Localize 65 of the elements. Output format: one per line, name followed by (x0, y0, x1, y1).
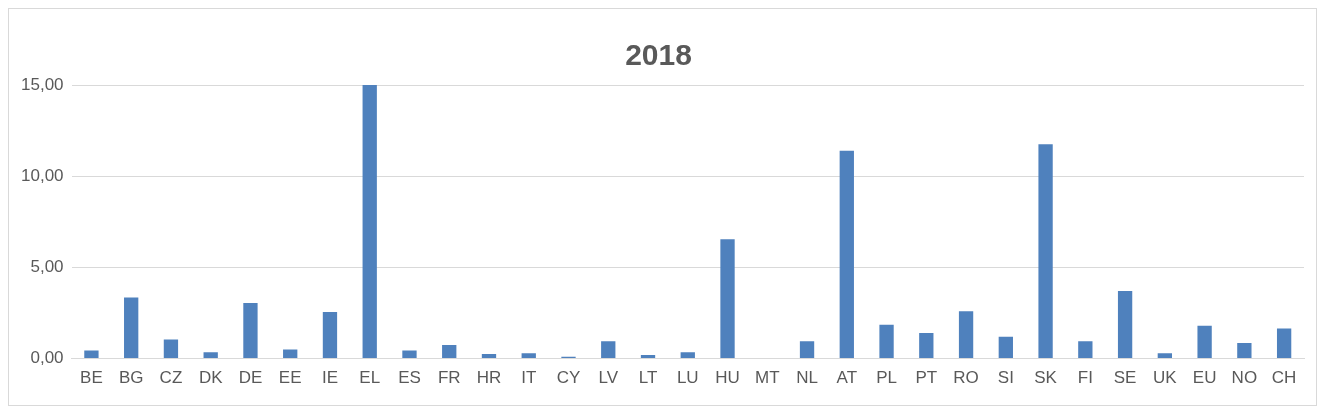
bar (720, 239, 735, 359)
x-tick-label: CH (1271, 368, 1297, 388)
bar (481, 354, 497, 359)
x-tick-label: EE (278, 368, 302, 388)
x-tick-label: HR (476, 368, 502, 388)
bar (243, 302, 258, 359)
bar (839, 150, 854, 359)
bar (1237, 343, 1252, 359)
bar (601, 341, 616, 359)
x-tick-label: IT (521, 368, 537, 388)
x-tick-label: EL (359, 368, 381, 388)
bar (402, 350, 417, 359)
bar (680, 352, 695, 359)
bar (958, 311, 974, 359)
bar (521, 353, 536, 359)
x-tick-label: UK (1153, 368, 1178, 388)
y-tick-label: 15,00 (20, 74, 64, 94)
bar (799, 341, 815, 359)
x-tick-label: IE (321, 368, 338, 388)
x-tick-label: FI (1077, 368, 1093, 388)
y-tick-label: 5,00 (30, 257, 64, 277)
x-tick-label: FR (437, 368, 461, 388)
x-tick-label: PL (876, 368, 897, 388)
x-tick-label: LT (638, 368, 658, 388)
x-tick-label: PT (915, 368, 938, 388)
x-tick-label: CZ (159, 368, 183, 388)
y-tick-label: 10,00 (20, 165, 64, 185)
y-tick-label: 0,00 (30, 348, 64, 368)
x-tick-label: BG (118, 368, 144, 388)
bar (879, 324, 894, 359)
x-tick-label: SE (1113, 368, 1137, 388)
x-tick-label: SI (997, 368, 1014, 388)
bar (362, 85, 377, 359)
bar (1117, 291, 1133, 359)
x-tick-label: MT (755, 368, 780, 388)
bar (1197, 325, 1212, 359)
x-tick-label: HU (715, 368, 740, 388)
bar (1157, 353, 1173, 359)
x-tick-label: EU (1192, 368, 1217, 388)
x-tick-label: RO (953, 368, 979, 388)
bar (1276, 328, 1292, 359)
bar (124, 297, 139, 359)
bar (442, 344, 457, 359)
x-tick-label: NL (796, 368, 818, 388)
x-tick-label: NO (1231, 368, 1258, 388)
bar (640, 354, 656, 359)
bar (203, 352, 218, 359)
bar (919, 333, 934, 359)
x-tick-label: SK (1034, 368, 1058, 388)
x-tick-label: CY (556, 368, 581, 388)
bar (84, 350, 99, 359)
bar (1078, 341, 1093, 359)
x-tick-label: AT (836, 368, 858, 388)
bar (322, 312, 338, 359)
bar (163, 339, 179, 359)
bar (998, 336, 1013, 359)
x-tick-label: DK (198, 368, 224, 388)
x-tick-label: LV (598, 368, 619, 388)
bar (1038, 144, 1053, 359)
x-tick-label: LU (676, 368, 699, 388)
x-tick-label: DE (238, 368, 263, 388)
x-tick-label: BE (80, 368, 103, 388)
chart-title: 2018 (625, 38, 692, 72)
bar (283, 349, 298, 359)
x-tick-label: ES (398, 368, 421, 388)
